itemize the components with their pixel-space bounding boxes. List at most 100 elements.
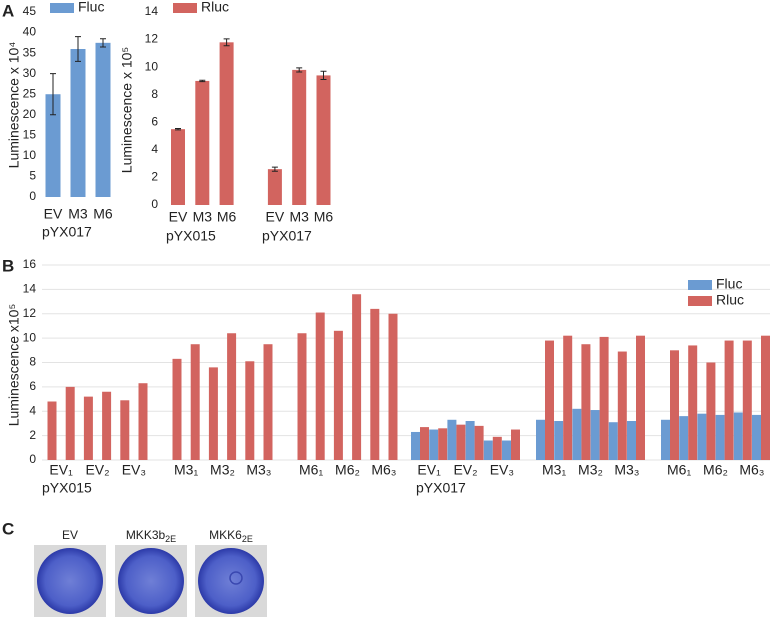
x-tick-label: EV₂ bbox=[85, 462, 109, 478]
legend-label: Fluc bbox=[716, 276, 742, 292]
bar bbox=[483, 440, 493, 460]
dish-label-sub: 2E bbox=[242, 534, 253, 544]
x-tick-label: M3₂ bbox=[578, 462, 603, 478]
x-tick-label: M6 bbox=[217, 209, 237, 225]
x-tick-label: M6₃ bbox=[739, 462, 764, 478]
bar bbox=[429, 429, 439, 460]
error-bar bbox=[223, 38, 230, 47]
bar bbox=[208, 367, 218, 460]
dish-label-main: EV bbox=[62, 528, 78, 542]
bar bbox=[590, 410, 600, 460]
bar bbox=[420, 427, 429, 460]
x-tick-label: M6₂ bbox=[335, 462, 360, 478]
y-tick-label: 10 bbox=[23, 148, 37, 162]
bar bbox=[333, 330, 343, 460]
bar bbox=[492, 436, 502, 460]
group-label: pYX015 bbox=[42, 480, 92, 496]
x-tick-label: M3 bbox=[289, 209, 309, 225]
bar bbox=[456, 424, 466, 460]
x-tick-label: M6₁ bbox=[667, 462, 691, 478]
y-tick-label: 12 bbox=[145, 32, 159, 46]
bar bbox=[679, 416, 689, 460]
y-tick-label: 5 bbox=[29, 169, 36, 183]
y-axis-label: Luminescence x 10⁵ bbox=[119, 47, 135, 173]
bar bbox=[352, 294, 362, 460]
error-bar bbox=[175, 127, 181, 131]
bar bbox=[617, 351, 627, 460]
x-tick-label: EV bbox=[266, 209, 285, 225]
bar bbox=[263, 344, 273, 460]
y-tick-label: 10 bbox=[145, 59, 159, 73]
x-tick-label: M6 bbox=[314, 209, 334, 225]
bar bbox=[636, 335, 645, 460]
bar bbox=[411, 431, 420, 460]
y-tick-label: 12 bbox=[23, 306, 37, 320]
bar bbox=[572, 408, 582, 460]
group-label: pYX017 bbox=[42, 224, 92, 240]
bar bbox=[95, 42, 111, 198]
panel-letter: A bbox=[2, 1, 14, 20]
y-tick-label: 25 bbox=[23, 86, 37, 100]
bar bbox=[545, 340, 554, 460]
error-bar bbox=[100, 38, 106, 48]
bar bbox=[47, 401, 57, 460]
group-label: pYX017 bbox=[416, 480, 466, 496]
x-tick-label: EV₁ bbox=[417, 462, 441, 478]
bar bbox=[474, 425, 484, 460]
error-bar bbox=[296, 67, 303, 73]
y-tick-label: 6 bbox=[29, 379, 36, 393]
x-tick-label: M6₃ bbox=[371, 462, 396, 478]
error-bar bbox=[50, 73, 56, 116]
bar bbox=[267, 169, 282, 205]
bar bbox=[83, 396, 93, 460]
bar bbox=[599, 336, 609, 460]
y-tick-label: 6 bbox=[151, 114, 158, 128]
bar bbox=[706, 362, 716, 460]
bar bbox=[752, 414, 761, 460]
bar bbox=[190, 344, 200, 460]
bar bbox=[733, 412, 743, 460]
bar bbox=[120, 400, 130, 460]
y-tick-label: 4 bbox=[29, 403, 36, 417]
x-tick-label: M3₃ bbox=[246, 462, 271, 478]
dish-label: MKK3b2E bbox=[126, 528, 176, 544]
dish-label-sub: 2E bbox=[165, 534, 176, 544]
bar bbox=[502, 440, 511, 460]
x-tick-label: M6₂ bbox=[703, 462, 728, 478]
bar bbox=[245, 361, 255, 460]
legend-swatch bbox=[688, 280, 712, 290]
x-tick-label: M3₁ bbox=[542, 462, 566, 478]
x-tick-label: EV₂ bbox=[453, 462, 477, 478]
bar bbox=[670, 350, 679, 460]
x-tick-label: EV bbox=[44, 206, 63, 222]
dish-label-main: MKK3b bbox=[126, 528, 166, 542]
y-tick-label: 0 bbox=[29, 189, 36, 203]
x-tick-label: EV₃ bbox=[122, 462, 146, 478]
bar bbox=[315, 312, 325, 460]
legend-label: Rluc bbox=[716, 292, 744, 308]
bar bbox=[465, 421, 475, 460]
bar bbox=[316, 75, 331, 206]
group-label: pYX015 bbox=[166, 228, 216, 244]
y-tick-label: 14 bbox=[23, 282, 37, 296]
x-tick-label: M3₁ bbox=[174, 462, 198, 478]
bar bbox=[536, 419, 545, 460]
bar bbox=[171, 129, 185, 205]
bar bbox=[608, 422, 618, 460]
y-tick-label: 8 bbox=[29, 355, 36, 369]
bar bbox=[627, 421, 636, 460]
bar bbox=[554, 421, 564, 460]
bar bbox=[195, 80, 210, 205]
bar bbox=[697, 413, 707, 460]
legend-swatch bbox=[50, 3, 74, 13]
bar bbox=[219, 42, 234, 206]
bar bbox=[511, 429, 520, 460]
y-tick-label: 16 bbox=[23, 257, 37, 271]
x-tick-label: M3 bbox=[68, 206, 88, 222]
x-tick-label: EV₁ bbox=[49, 462, 73, 478]
panel-letter: C bbox=[2, 519, 14, 538]
bar bbox=[388, 313, 398, 460]
bar bbox=[724, 340, 734, 460]
y-tick-label: 2 bbox=[29, 428, 36, 442]
x-tick-label: M3₂ bbox=[210, 462, 235, 478]
